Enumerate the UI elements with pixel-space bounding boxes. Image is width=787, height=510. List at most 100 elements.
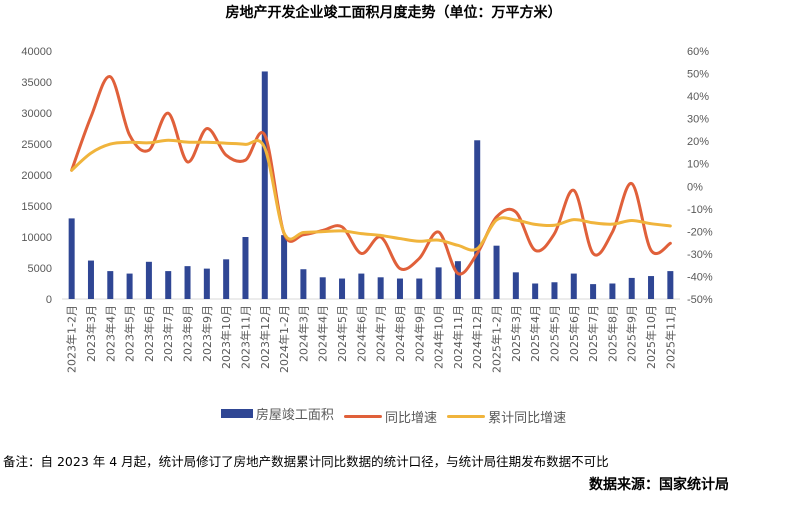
x-axis-tick: 2023年5月 (123, 305, 137, 362)
right-axis-tick: 50% (687, 69, 709, 81)
right-axis-tick: 20% (687, 136, 709, 148)
right-axis-tick: -10% (687, 204, 713, 216)
bar (570, 273, 577, 299)
legend-item-yoy: 同比增速 (343, 407, 437, 426)
bar (145, 261, 152, 299)
bar (165, 271, 172, 299)
left-axis-tick: 10000 (21, 232, 52, 244)
left-axis-tick: 15000 (21, 201, 52, 213)
left-axis-tick: 35000 (21, 77, 52, 89)
right-axis-tick: 10% (687, 159, 709, 171)
bar (416, 278, 423, 299)
left-axis-tick: 20000 (21, 170, 52, 182)
bar (648, 276, 655, 299)
x-axis-tick: 2024年4月 (316, 305, 330, 362)
legend-item-area: 房屋竣工面积 (220, 404, 334, 423)
x-axis-tick: 2025年4月 (528, 305, 542, 362)
bar (512, 272, 519, 299)
x-axis-tick: 2023年3月 (84, 305, 98, 362)
x-axis-tick: 2025年9月 (625, 305, 639, 362)
bar (435, 267, 442, 299)
chart-title: 房地产开发企业竣工面积月度走势（单位：万平方米） (225, 5, 562, 21)
bar (551, 282, 558, 299)
bar (87, 260, 94, 299)
bar (532, 283, 539, 299)
bar (126, 273, 133, 299)
left-axis-tick: 40000 (21, 46, 52, 58)
bar (396, 278, 403, 299)
x-axis-tick: 2023年12月 (258, 305, 272, 369)
right-axis-tick: -30% (687, 249, 713, 261)
x-axis-tick: 2025年10月 (644, 305, 658, 369)
x-axis-tick: 2023年1-2月 (65, 305, 79, 373)
x-axis-tick: 2024年12月 (470, 305, 484, 369)
x-axis-tick: 2023年10月 (219, 305, 233, 369)
x-axis-tick: 2024年8月 (393, 305, 407, 362)
x-axis-tick: 2023年8月 (181, 305, 195, 362)
legend-swatch-line (343, 415, 382, 418)
right-axis-tick: -40% (687, 271, 713, 283)
bar (493, 245, 500, 299)
legend-label: 房屋竣工面积 (255, 408, 334, 423)
left-axis-tick: 30000 (21, 108, 52, 120)
x-axis-tick: 2024年9月 (412, 305, 426, 362)
x-axis-tick: 2023年11月 (238, 305, 252, 369)
right-axis-tick: 40% (687, 91, 709, 103)
bar (107, 271, 114, 299)
bar (628, 277, 635, 299)
x-axis-tick: 2024年1-2月 (277, 305, 291, 373)
left-axis-tick: 5000 (28, 263, 52, 275)
legend-swatch-line (447, 415, 486, 418)
x-axis-tick: 2023年4月 (103, 305, 117, 362)
bar (339, 278, 346, 299)
left-axis-tick: 25000 (21, 139, 52, 151)
x-axis-tick: 2025年7月 (586, 305, 600, 362)
line-yoy-growth (70, 75, 672, 276)
right-axis-tick: 30% (687, 114, 709, 126)
right-axis-tick: -20% (687, 226, 713, 238)
bar (358, 273, 365, 299)
legend: 房屋竣工面积 同比增速 累计同比增速 (0, 404, 787, 426)
bar (281, 235, 288, 299)
legend-label: 累计同比增速 (488, 411, 567, 426)
chart-plot: 0 5000 10000 15000 20000 25000 30000 35000 40000… (21, 46, 713, 373)
bar (300, 269, 307, 299)
line-cumulative-yoy-growth (70, 138, 672, 252)
left-axis-tick: 0 (46, 294, 52, 306)
legend-label: 同比增速 (384, 411, 437, 426)
x-axis-tick: 2024年5月 (335, 305, 349, 362)
x-axis-tick: 2024年11月 (451, 305, 465, 369)
bar (242, 237, 249, 299)
x-axis-tick: 2025年8月 (605, 305, 619, 362)
x-axis-tick: 2024年7月 (374, 305, 388, 362)
bar (474, 140, 481, 299)
right-axis-tick: 0% (687, 181, 703, 193)
legend-item-cum-yoy: 累计同比增速 (447, 407, 566, 426)
right-axis-tick: 60% (687, 46, 709, 58)
bar (319, 277, 326, 299)
x-axis-tick: 2025年11月 (663, 305, 677, 369)
bar (184, 266, 191, 299)
bar (223, 259, 230, 299)
footnote: 备注：自 2023 年 4 月起，统计局修订了房地产数据累计同比数据的统计口径，… (3, 454, 609, 469)
right-axis-tick: -50% (687, 294, 713, 306)
x-axis-tick: 2024年6月 (354, 305, 368, 362)
bar (667, 271, 674, 299)
x-axis-tick: 2023年7月 (161, 305, 175, 362)
x-axis-tick: 2025年6月 (567, 305, 581, 362)
bar (454, 261, 461, 299)
data-source: 数据来源：国家统计局 (589, 477, 729, 493)
bar (261, 71, 268, 300)
bar (590, 284, 597, 299)
x-axis-tick: 2023年9月 (200, 305, 214, 362)
bar (203, 268, 210, 299)
x-axis-tick: 2025年5月 (547, 305, 561, 362)
x-axis-tick: 2025年1-2月 (490, 305, 504, 373)
bar (377, 277, 384, 299)
legend-swatch-bar (220, 409, 253, 418)
bar (609, 283, 616, 299)
x-axis-tick: 2024年10月 (432, 305, 446, 369)
x-axis-tick: 2024年3月 (296, 305, 310, 362)
x-axis-tick: 2025年3月 (509, 305, 523, 362)
x-axis-tick: 2023年6月 (142, 305, 156, 362)
